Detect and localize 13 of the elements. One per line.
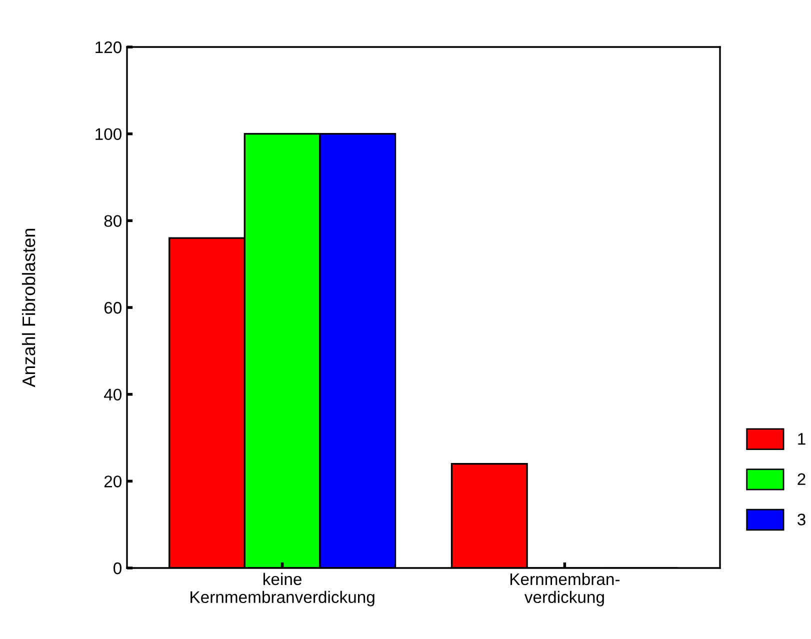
y-tick-label: 100: [96, 128, 122, 140]
legend-label: 3: [797, 514, 806, 526]
y-tick-label: 20: [104, 476, 122, 488]
legend-label: 1: [798, 433, 806, 445]
y-tick-label: 80: [104, 215, 122, 227]
y-tick-label: 120: [96, 41, 122, 54]
y-tick-label: 40: [104, 388, 122, 401]
y-tick-label: 0: [114, 562, 122, 574]
x-tick-label: keine Kernmembranverdickung: [190, 572, 374, 606]
y-axis-title: Anzahl Fibroblasten: [22, 228, 36, 388]
legend-label: 2: [798, 473, 806, 485]
x-tick-label: Kernmembran- verdickung: [510, 572, 620, 606]
y-tick-label: 60: [104, 302, 122, 314]
